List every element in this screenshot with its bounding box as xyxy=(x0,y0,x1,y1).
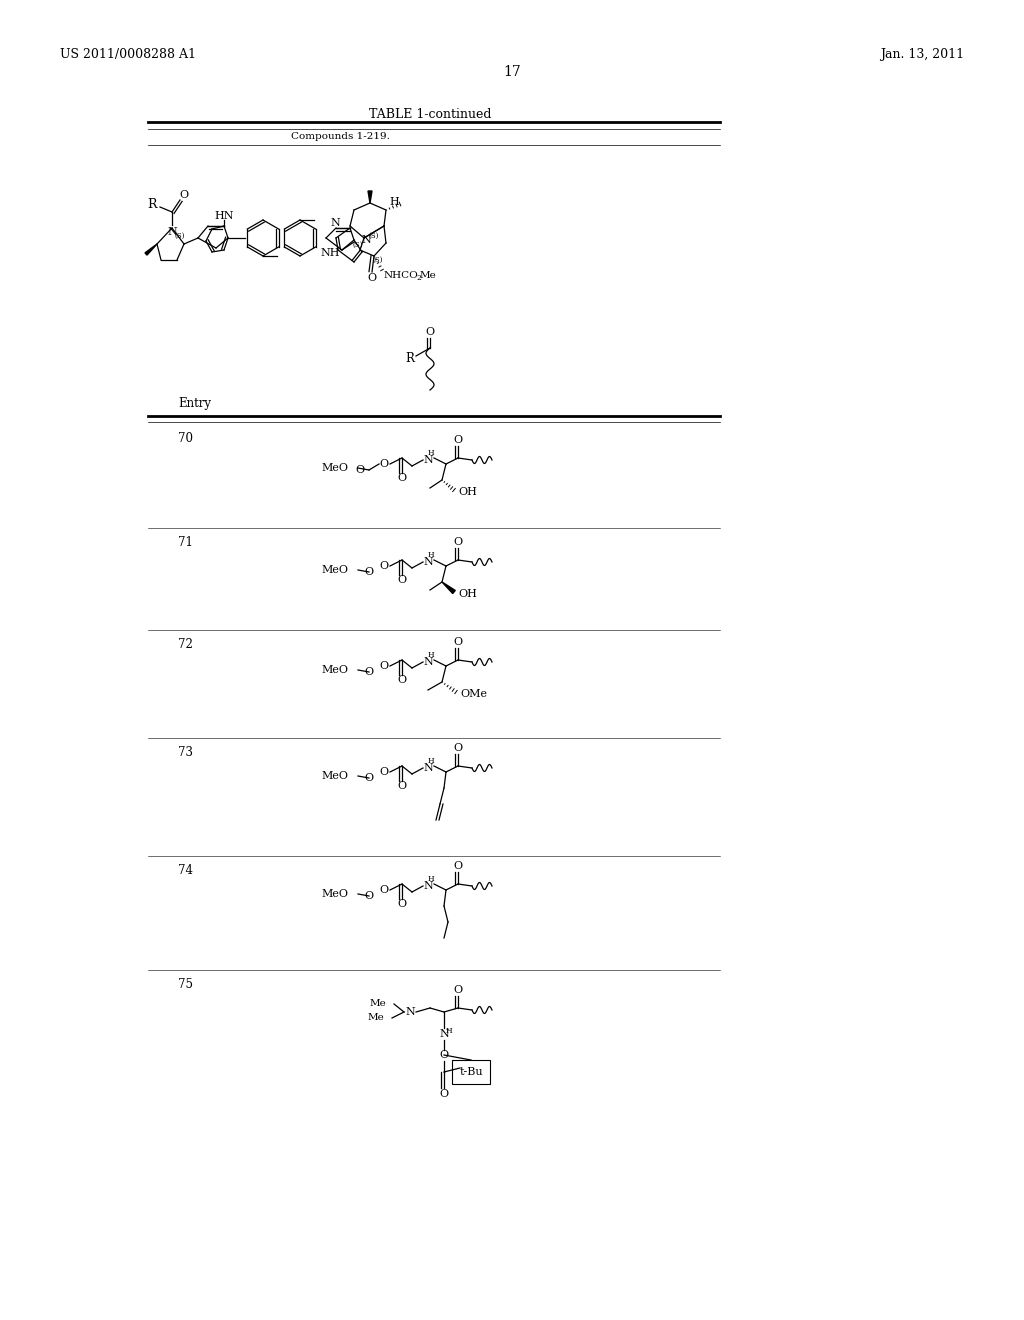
Text: N: N xyxy=(423,455,433,465)
Text: 70: 70 xyxy=(178,432,193,445)
Text: N: N xyxy=(423,880,433,891)
Text: Jan. 13, 2011: Jan. 13, 2011 xyxy=(880,48,964,61)
Text: O: O xyxy=(397,576,407,585)
Text: 75: 75 xyxy=(178,978,193,990)
Text: OH: OH xyxy=(458,487,477,498)
Text: (S): (S) xyxy=(369,232,379,240)
Text: O: O xyxy=(397,781,407,791)
Text: N: N xyxy=(361,235,371,246)
Text: H: H xyxy=(428,875,434,883)
Text: Me: Me xyxy=(370,999,386,1008)
Text: MeO: MeO xyxy=(321,565,348,576)
Text: 72: 72 xyxy=(178,638,193,651)
Text: N: N xyxy=(423,763,433,774)
Text: O: O xyxy=(454,743,463,752)
Text: (S): (S) xyxy=(175,232,185,240)
Text: N: N xyxy=(167,227,177,238)
Polygon shape xyxy=(368,191,372,203)
Text: H: H xyxy=(389,197,399,207)
Polygon shape xyxy=(145,244,157,255)
Text: O: O xyxy=(365,667,374,677)
Text: H: H xyxy=(445,1027,453,1035)
Text: OMe: OMe xyxy=(460,689,487,700)
Text: 17: 17 xyxy=(503,65,521,79)
Text: O: O xyxy=(380,884,388,895)
Text: N: N xyxy=(406,1007,415,1016)
Text: O: O xyxy=(365,774,374,783)
Text: OH: OH xyxy=(458,589,477,599)
Text: O: O xyxy=(380,767,388,777)
Text: 73: 73 xyxy=(178,746,193,759)
Text: Compounds 1-219.: Compounds 1-219. xyxy=(291,132,389,141)
Text: O: O xyxy=(397,899,407,909)
Text: N: N xyxy=(330,218,340,228)
Text: H: H xyxy=(428,756,434,766)
Text: MeO: MeO xyxy=(321,665,348,675)
Text: NH: NH xyxy=(321,248,340,257)
Text: 71: 71 xyxy=(178,536,193,549)
Text: R: R xyxy=(147,198,157,211)
Text: O: O xyxy=(368,273,377,282)
Text: O: O xyxy=(425,327,434,337)
Text: 2: 2 xyxy=(416,275,421,282)
Text: US 2011/0008288 A1: US 2011/0008288 A1 xyxy=(60,48,196,61)
Text: O: O xyxy=(454,436,463,445)
Text: N: N xyxy=(423,557,433,568)
Text: N: N xyxy=(423,657,433,667)
Text: NHCO: NHCO xyxy=(384,272,419,281)
Text: Me: Me xyxy=(368,1014,384,1023)
Polygon shape xyxy=(442,582,456,594)
Text: O: O xyxy=(454,985,463,995)
Text: MeO: MeO xyxy=(321,771,348,781)
Text: O: O xyxy=(365,568,374,577)
Text: O: O xyxy=(397,675,407,685)
Text: H: H xyxy=(428,550,434,558)
Text: (S): (S) xyxy=(353,242,364,249)
Text: (S): (S) xyxy=(373,256,383,264)
Text: O: O xyxy=(380,459,388,469)
Text: TABLE 1-continued: TABLE 1-continued xyxy=(369,108,492,121)
Text: O: O xyxy=(355,465,365,475)
Text: O: O xyxy=(454,537,463,546)
Bar xyxy=(452,1060,490,1084)
Text: t-Bu: t-Bu xyxy=(459,1067,482,1077)
Text: methyl: methyl xyxy=(335,463,359,471)
Text: O: O xyxy=(365,891,374,902)
Text: O: O xyxy=(380,561,388,572)
Text: O: O xyxy=(380,661,388,671)
Text: O: O xyxy=(397,473,407,483)
Text: H: H xyxy=(428,651,434,659)
Text: Entry: Entry xyxy=(178,397,211,411)
Text: HN: HN xyxy=(214,211,233,220)
Text: MeO: MeO xyxy=(321,463,348,473)
Text: O: O xyxy=(454,861,463,871)
Text: O: O xyxy=(179,190,188,201)
Text: 74: 74 xyxy=(178,863,193,876)
Text: R: R xyxy=(406,351,415,364)
Text: H: H xyxy=(428,449,434,457)
Text: MeO: MeO xyxy=(321,888,348,899)
Text: N: N xyxy=(439,1030,449,1039)
Text: Me: Me xyxy=(420,272,437,281)
Text: O: O xyxy=(439,1089,449,1100)
Text: O: O xyxy=(454,638,463,647)
Text: O: O xyxy=(439,1049,449,1060)
